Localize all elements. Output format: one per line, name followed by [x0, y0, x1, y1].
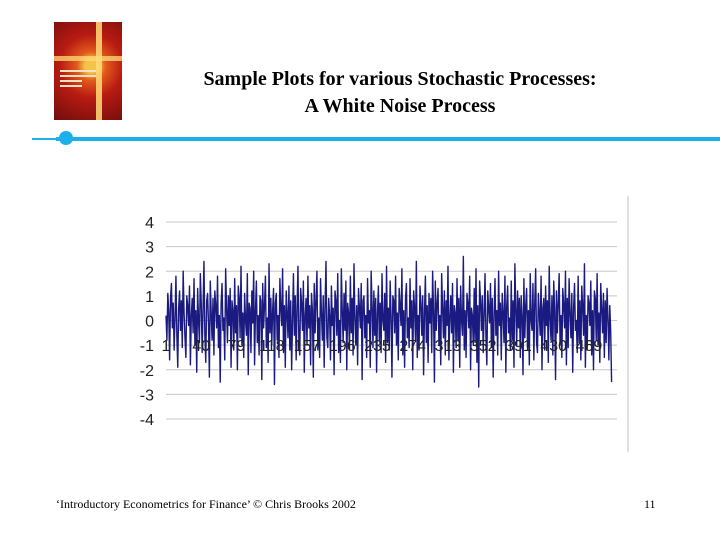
- y-tick-label: 3: [145, 240, 154, 257]
- y-tick-label: -1: [140, 338, 154, 355]
- x-tick-label: 274: [399, 338, 426, 355]
- page-number: 11: [644, 497, 656, 511]
- accent-bar-tail: [32, 138, 62, 140]
- x-tick-label: 391: [505, 338, 532, 355]
- y-tick-label: -2: [140, 363, 154, 380]
- x-tick-label: 313: [435, 338, 462, 355]
- x-tick-label: 1: [162, 338, 171, 355]
- series-line: [165, 255, 613, 388]
- y-tick-label: -3: [140, 387, 154, 404]
- footer-citation: ‘Introductory Econometrics for Finance’ …: [56, 497, 356, 511]
- x-tick-label: 79: [228, 338, 246, 355]
- cover-title-lines: [60, 70, 96, 90]
- y-tick-label: 1: [145, 289, 154, 306]
- y-tick-label: -4: [140, 412, 154, 429]
- x-tick-label: 469: [576, 338, 603, 355]
- cover-cross-vertical: [96, 22, 102, 120]
- chart-x-axis: 1 40 79 118 157 196 235 274 313 352 391 430 469: [162, 338, 603, 355]
- slide-title-line-1: Sample Plots for various Stochastic Proc…: [203, 68, 597, 90]
- chart-series-layer: [165, 255, 613, 388]
- y-tick-label: 2: [145, 264, 154, 281]
- accent-bar: [56, 137, 720, 141]
- chart-y-axis: 4 3 2 1 0 -1 -2 -3 -4: [140, 215, 154, 429]
- accent-bar-dot: [59, 131, 73, 145]
- x-tick-label: 352: [470, 338, 497, 355]
- y-tick-label: 4: [145, 215, 154, 232]
- chart-frame-edge: [627, 196, 629, 452]
- x-tick-label: 430: [540, 338, 567, 355]
- x-tick-label: 157: [294, 338, 321, 355]
- x-tick-label: 118: [259, 338, 285, 355]
- book-cover-image: [54, 22, 122, 120]
- x-tick-label: 40: [192, 338, 210, 355]
- x-tick-label: 196: [329, 338, 356, 355]
- cover-cross-horizontal: [54, 56, 122, 61]
- x-tick-label: 235: [364, 338, 391, 355]
- slide-title-line-2: A White Noise Process: [304, 95, 496, 117]
- slide-title: Sample Plots for various Stochastic Proc…: [110, 66, 690, 120]
- y-tick-label: 0: [145, 314, 154, 331]
